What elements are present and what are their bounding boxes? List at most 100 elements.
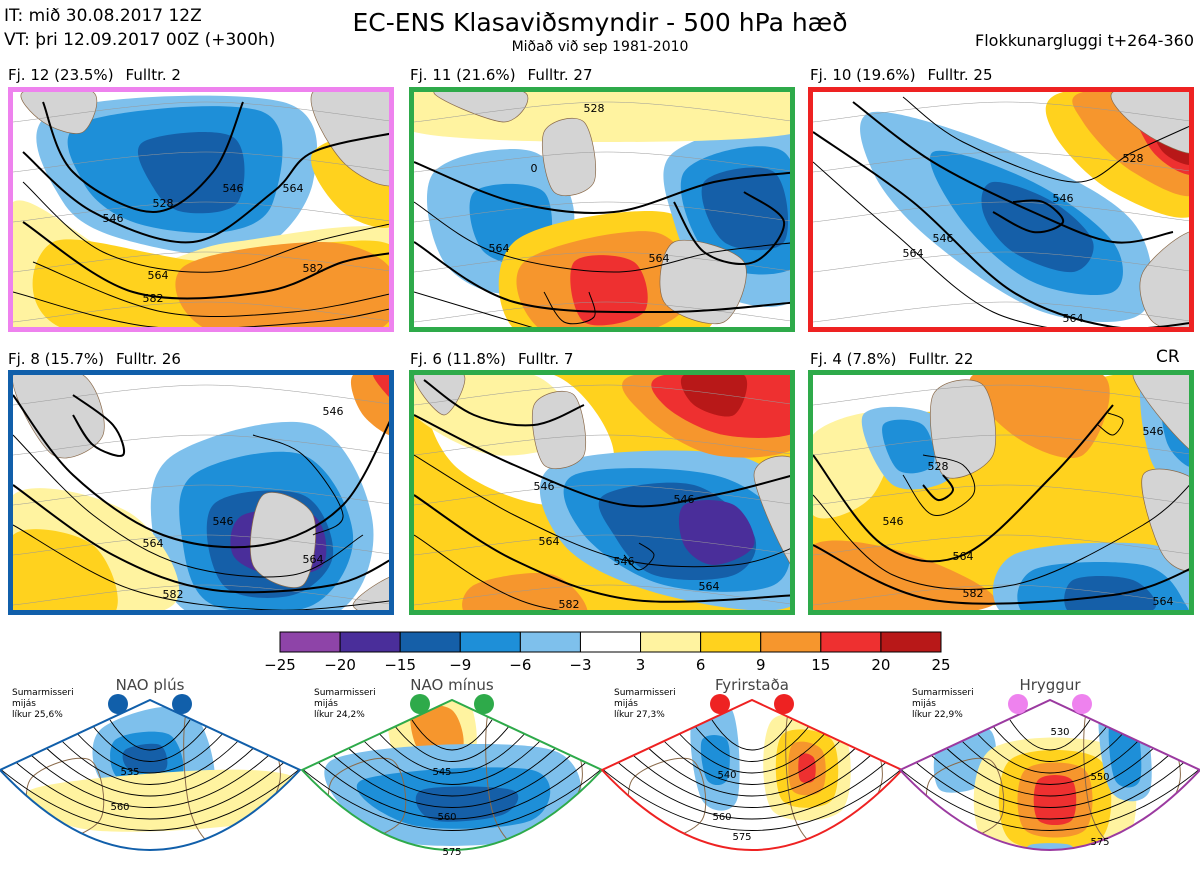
height-contour-0	[414, 414, 790, 508]
graticule-line	[813, 251, 1189, 273]
colorbar-tick-label: −15	[384, 656, 416, 674]
height-contour-0	[813, 131, 1189, 327]
contour-label-3: 582	[963, 587, 984, 600]
anomaly-area-10	[1064, 575, 1156, 610]
contour-label-4: 546	[323, 405, 344, 418]
contour-label-0: 528	[928, 460, 949, 473]
land-mass-1	[20, 92, 98, 134]
height-contour-1	[13, 434, 364, 578]
anomaly-area-7	[373, 375, 389, 397]
graticule-line	[414, 101, 790, 123]
colorbar-tick-label: 9	[755, 656, 766, 674]
contour-label-5: 582	[303, 262, 324, 275]
regime-marker-dot	[410, 694, 430, 714]
cluster-map-svg: 546 564 564 582 546	[13, 375, 389, 610]
contour-label-4: 582	[559, 598, 580, 611]
regime-contour-label: 560	[712, 812, 731, 823]
regime-note-line: mijás	[314, 699, 338, 709]
regime-contour-7	[900, 754, 1200, 831]
regime-sector-border	[0, 698, 302, 851]
regime-contour-0	[1009, 719, 1091, 751]
anomaly-area-4	[570, 255, 648, 326]
regime-contour-label: 550	[1090, 772, 1109, 783]
cluster-label-5: Fj. 6 (11.8%) Fulltr. 7	[410, 350, 574, 368]
anomaly-area-10	[462, 573, 588, 610]
regime-note: Sumarmisseri mijás líkur 22,9%	[912, 688, 974, 721]
regime-contour-5	[919, 744, 1181, 808]
regime-contour-label: 575	[1090, 837, 1109, 848]
regime-contour-5	[621, 744, 883, 808]
colorbar-tick-label: 25	[931, 656, 951, 674]
regime-contour-3	[955, 734, 1145, 785]
regime-sector-border	[898, 698, 1200, 851]
regime-sector-border	[300, 698, 604, 851]
regime-note: Sumarmisseri mijás líkur 25,6%	[12, 688, 74, 721]
regime-note-line: Sumarmisseri	[314, 688, 376, 698]
anomaly-area-2	[981, 181, 1094, 273]
regime-note-line: mijás	[12, 699, 36, 709]
contour-label-0: 546	[213, 515, 234, 528]
graticule-line	[813, 101, 1189, 123]
graticule-line	[414, 201, 790, 223]
cluster-map-6: 528 546 564 582 546 564	[808, 370, 1194, 615]
regime-contour-3	[657, 734, 847, 785]
graticule-line	[813, 584, 1189, 606]
valid-time: VT: þri 12.09.2017 00Z (+300h)	[4, 30, 276, 50]
height-contour-5	[543, 291, 596, 325]
contour-label-0: 546	[534, 480, 555, 493]
regime-contour-1	[91, 724, 209, 762]
land-mass-1	[1132, 375, 1189, 450]
height-contour-4	[673, 191, 786, 265]
regime-contour-label: 575	[442, 847, 461, 858]
height-contour-2	[414, 494, 790, 603]
graticule-line	[414, 301, 790, 323]
regime-contour-3	[357, 734, 547, 785]
contour-label-3: 0	[531, 162, 538, 175]
graticule-line	[13, 301, 389, 323]
regime-marker-dot	[1072, 694, 1092, 714]
regime-contour-2	[375, 729, 529, 774]
height-contour-1	[414, 201, 790, 273]
contour-label-1: 546	[883, 515, 904, 528]
cluster-label-6: Fj. 4 (7.8%) Fulltr. 22	[810, 350, 974, 368]
graticule-line	[414, 484, 790, 506]
graticule-line	[414, 384, 790, 406]
cluster-map-svg: 528 564 564 0	[414, 92, 790, 327]
contour-label-1: 564	[489, 242, 510, 255]
height-contour-5	[1097, 412, 1124, 436]
colorbar-tick-label: −9	[449, 656, 472, 674]
land-mass-0	[541, 118, 597, 196]
regime-contour-0	[109, 719, 191, 751]
height-contour-4	[42, 101, 244, 214]
cluster-label-3: Fj. 10 (19.6%) Fulltr. 25	[810, 66, 993, 84]
regime-contour-4	[339, 739, 565, 797]
contour-label-2: 546	[103, 212, 124, 225]
regime-contour-1	[693, 724, 811, 762]
height-contour-3	[13, 524, 389, 610]
cluster-label-2: Fj. 11 (21.6%) Fulltr. 27	[410, 66, 593, 84]
graticule-line	[13, 484, 389, 506]
contour-label-6: 582	[143, 292, 164, 305]
graticule-line	[13, 151, 389, 173]
contour-label-3: 564	[283, 182, 304, 195]
height-contour-3	[902, 96, 1189, 183]
cluster-label-1: Fj. 12 (23.5%) Fulltr. 2	[8, 66, 181, 84]
cluster-map-1: 546 528 546 564 564 582 582	[8, 87, 394, 332]
contour-label-0: 546	[1053, 192, 1074, 205]
regime-marker-dot	[710, 694, 730, 714]
regime-contour-2	[675, 729, 829, 774]
land-mass-2	[433, 92, 529, 123]
regime-note-line: Sumarmisseri	[614, 688, 676, 698]
anomaly-area-7	[701, 167, 789, 251]
clustering-window: Flokkunargluggi t+264-360	[975, 31, 1194, 50]
height-contour-3	[414, 291, 533, 327]
land-mass-1	[414, 375, 466, 416]
regime-contour-label: 575	[732, 832, 751, 843]
height-contour-0	[22, 132, 389, 244]
regime-contour-3	[55, 734, 245, 785]
regime-contour-7	[0, 754, 300, 831]
regime-anomaly-4	[1033, 774, 1077, 826]
height-contour-2	[414, 241, 790, 314]
regime-title: Fyrirstaða	[715, 676, 789, 694]
cluster-map-svg: 546 528 546 564 564 582 582	[13, 92, 389, 327]
